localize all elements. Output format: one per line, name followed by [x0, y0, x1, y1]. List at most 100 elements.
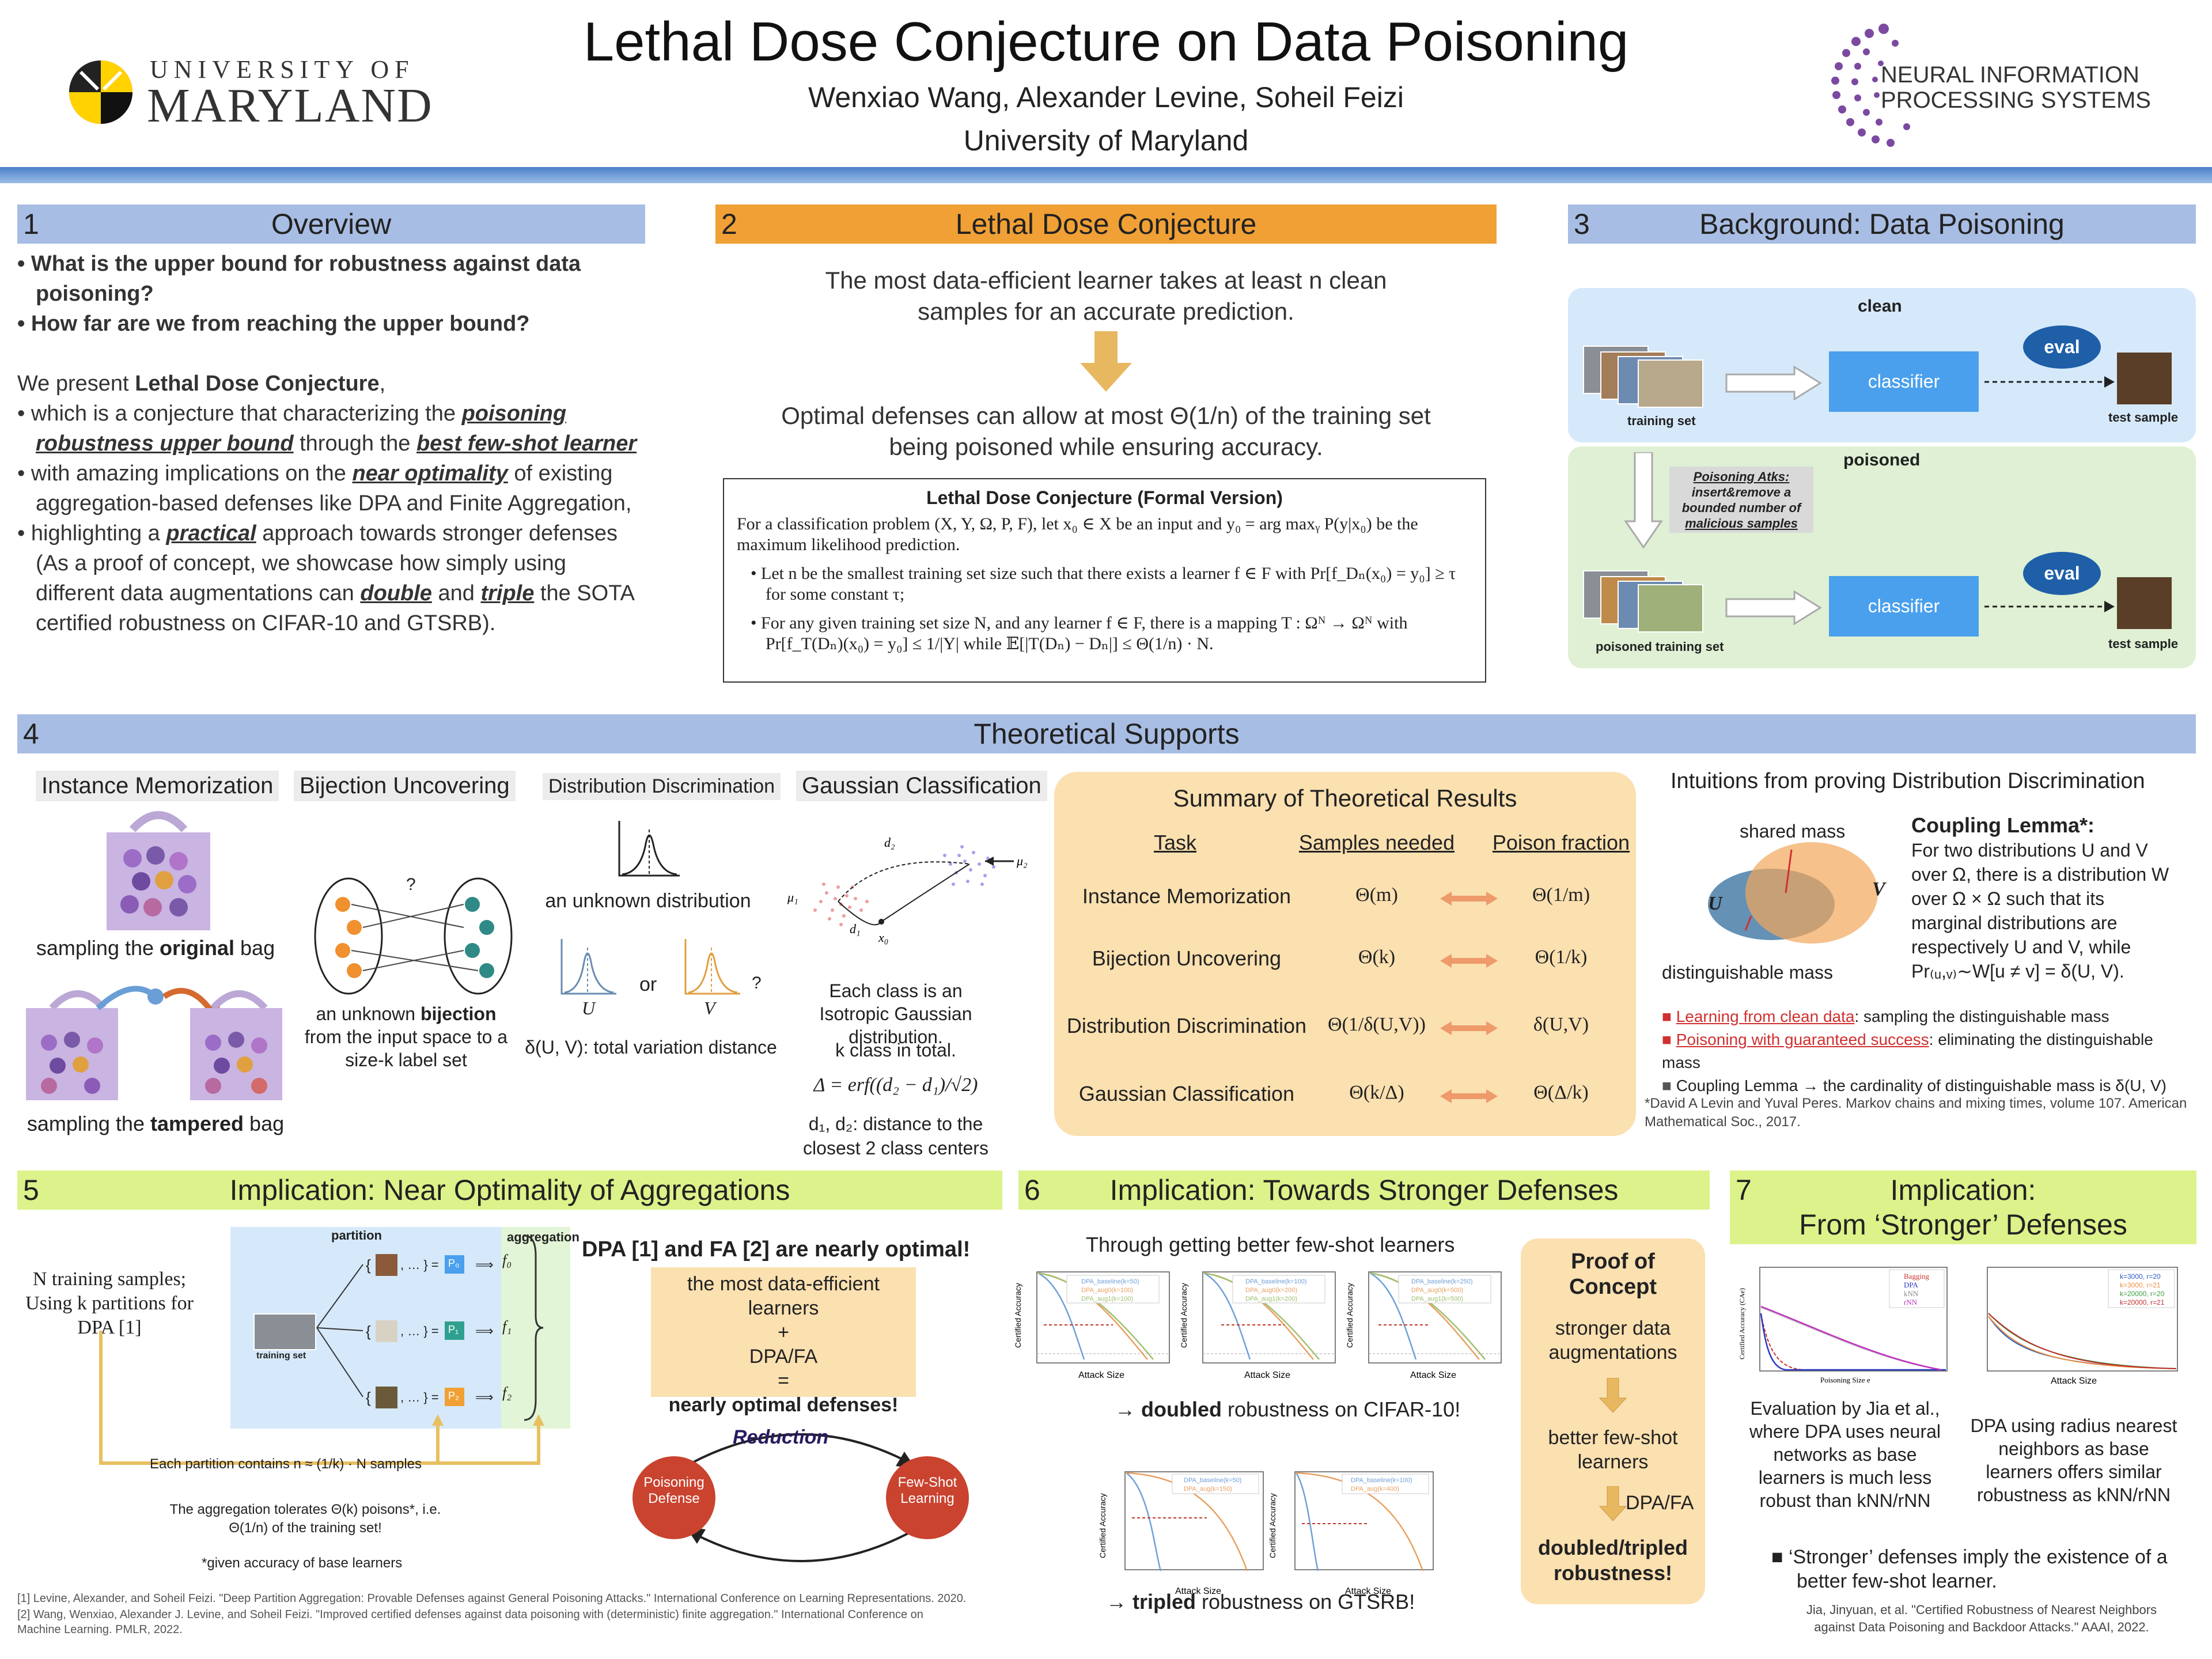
- gtsrb-chart-2: Certified Accuracy Attack Size DPA_basel…: [1268, 1471, 1434, 1596]
- dashed-arrow-icon: [1984, 601, 2115, 612]
- umd-logo-line1: UNIVERSITY OF: [150, 55, 415, 84]
- col-samples: Samples needed: [1298, 831, 1455, 854]
- aggregation-label: aggregation: [507, 1230, 579, 1244]
- section-4-header: 4 Theoretical Supports: [17, 714, 2196, 753]
- cifar-chart-1: Certified Accuracy Attack Size DPA_basel…: [1015, 1271, 1170, 1380]
- neurips-line1: NEURAL INFORMATION: [1881, 62, 2139, 88]
- question-label: ?: [752, 974, 762, 993]
- rnn-chart: k=3000, r=20 k=3000, r=21 k=20000, r=20 …: [1987, 1267, 2178, 1386]
- eval-bubble: eval: [2023, 325, 2101, 369]
- row-poison: Θ(Δ/k): [1533, 1082, 1589, 1103]
- coupling-lemma-title: Coupling Lemma*:: [1911, 813, 2095, 837]
- x-axis-label: Poisoning Size e: [1820, 1376, 1870, 1384]
- legend-entry: k=3000, r=21: [2120, 1281, 2161, 1289]
- cifar-result: → doubled robustness on CIFAR-10!: [1115, 1397, 1461, 1421]
- overview-bullet-2: • with amazing implications on the near …: [17, 461, 632, 516]
- jia-citation: Jia, Jinyuan, et al. "Certified Robustne…: [1806, 1603, 2157, 1634]
- unknown-distribution-label: an unknown distribution: [545, 890, 751, 912]
- test-sample-label: test sample: [2108, 637, 2179, 651]
- coupling-venn-icon: [1708, 842, 1878, 944]
- double-arrow-icon: [1440, 1021, 1498, 1035]
- section-number: 4: [23, 718, 39, 750]
- summary-row: Bijection Uncovering Θ(k) Θ(1/k): [1054, 946, 1636, 981]
- intuition-bullet-1: ■ Learning from clean data: sampling the…: [1662, 1007, 2109, 1025]
- section-title: Implication: Near Optimality of Aggregat…: [229, 1174, 790, 1206]
- gaussian-caption-4: d₁, d₂: distance to the closest 2 class …: [803, 1113, 988, 1158]
- reference-2: [2] Wang, Wenxiao, Alexander J. Levine, …: [17, 1608, 923, 1636]
- svg-text:, … } =: , … } =: [400, 1257, 439, 1272]
- formal-paragraph: For a classification problem (X, Y, Ω, P…: [737, 514, 1418, 554]
- section-5-header: 5 Implication: Near Optimality of Aggreg…: [17, 1171, 1002, 1210]
- ldc-line1: The most data-efficient learner takes at…: [825, 267, 1387, 325]
- gaussian-scatter: μ₂ μ₁ d₂ d₁ x₀: [787, 835, 1028, 945]
- row-samples: Θ(m): [1355, 884, 1398, 906]
- row-samples: Θ(1/δ(U,V)): [1328, 1014, 1426, 1035]
- y-axis-label: Certified Accuracy: [1181, 1283, 1188, 1348]
- row-poison: Θ(1/k): [1535, 946, 1588, 968]
- section-title-line2: From ‘Stronger’ Defenses: [1799, 1209, 2127, 1241]
- cifar-chart-3: Certified Accuracy Attack Size DPA_basel…: [1347, 1271, 1502, 1380]
- partition-label: partition: [331, 1228, 382, 1243]
- legend-entry: k=20000, r=21: [2120, 1298, 2165, 1306]
- neurips-line2: PROCESSING SYSTEMS: [1881, 88, 2151, 113]
- training-images: [1583, 346, 1710, 408]
- reduction-cycle: [632, 1433, 969, 1562]
- distribution-v-icon: [684, 939, 740, 995]
- svg-text:⟹: ⟹: [475, 1257, 494, 1272]
- partition-arrows: {{{ , … } = , … } = , … } = ⟹ ⟹ ⟹: [316, 1254, 494, 1408]
- double-arrow-icon: [1440, 1089, 1498, 1103]
- unknown-distribution-icon: [618, 821, 680, 877]
- right-arrow-icon: [1725, 590, 1822, 625]
- intuition-bullet-3: ■ Coupling Lemma → the cardinality of di…: [1662, 1077, 2166, 1094]
- summary-title: Summary of Theoretical Results: [1173, 785, 1517, 812]
- legend-entry: DPA: [1904, 1281, 1918, 1289]
- partition-p0: P₀: [448, 1257, 460, 1269]
- learner-f2: f₂: [502, 1384, 512, 1401]
- section-title: Implication: Towards Stronger Defenses: [1109, 1174, 1619, 1206]
- section-7-header: 7 Implication: From ‘Stronger’ Defenses: [1730, 1171, 2196, 1244]
- x-axis-label: Attack Size: [1175, 1586, 1221, 1596]
- legend-entry: DPA_baseline(k=250): [1411, 1278, 1473, 1285]
- feedback-lines: [99, 1331, 544, 1465]
- gaussian-caption-3: Δ = erf((d₂ − d₁)/√2): [813, 1074, 978, 1096]
- legend-entry: k=20000, r=20: [2120, 1290, 2165, 1298]
- coupling-citation: *David A Levin and Yuval Peres. Markov c…: [1645, 1096, 2187, 1130]
- down-arrow-icon: [1080, 331, 1132, 392]
- overview-q1: • What is the upper bound for robustness…: [17, 252, 581, 306]
- cifar-chart-2: Certified Accuracy Attack Size DPA_basel…: [1181, 1271, 1336, 1380]
- distinguishable-mass-label: distinguishable mass: [1662, 962, 1834, 983]
- poisoned-training-set-label: poisoned training set: [1596, 639, 1724, 654]
- section-1-header: 1 Overview: [17, 204, 645, 244]
- svg-text:d₂: d₂: [884, 835, 895, 850]
- svg-text:μ₂: μ₂: [1016, 854, 1028, 868]
- x-axis-label: Attack Size: [1078, 1370, 1124, 1380]
- poc-line-1: stronger data augmentations: [1548, 1317, 1677, 1363]
- intuition-bullets: ■ Learning from clean data: sampling the…: [1662, 1005, 2192, 1097]
- overview-bullet-3: • highlighting a practical approach towa…: [17, 521, 634, 635]
- poc-line-2: better few-shot learners: [1548, 1427, 1678, 1473]
- gaussian-caption-1: Each class is an Isotropic Gaussian dist…: [819, 980, 972, 1047]
- bijection-diagram: ?: [314, 875, 513, 995]
- legend-entry: DPA_baseline(k=50): [1184, 1477, 1241, 1484]
- tolerates-text: The aggregation tolerates Θ(k) poisons*,…: [169, 1502, 441, 1536]
- partition-p2: P₂: [448, 1390, 459, 1402]
- down-arrow-icon: [1599, 1378, 1627, 1413]
- learner-f0: f₀: [502, 1252, 512, 1268]
- down-hollow-arrow-icon: [1624, 452, 1663, 549]
- formal-bullet-1: • Let n be the smallest training set siz…: [751, 564, 1456, 604]
- legend-entry: DPA_aug(k=150): [1184, 1486, 1232, 1493]
- section-3-header: 3 Background: Data Poisoning: [1568, 204, 2196, 244]
- fewshot-node: Few-Shot Learning: [897, 1475, 957, 1506]
- svg-text:?: ?: [406, 875, 416, 894]
- svg-text:μ₁: μ₁: [787, 890, 798, 904]
- original-bag-icon: [107, 811, 210, 930]
- poisoned-label: poisoned: [1843, 450, 1921, 469]
- double-arrow-icon: [1440, 954, 1498, 968]
- proof-of-concept-panel: [1521, 1238, 1705, 1604]
- task-label-distribution: Distribution Discrimination: [543, 773, 781, 800]
- venn-u: U: [1708, 893, 1722, 914]
- legend-entry: DPA_baseline(k=100): [1351, 1477, 1412, 1484]
- legend-entry: kNN: [1904, 1289, 1919, 1298]
- y-axis-label: Certified Accuracy: [1347, 1283, 1354, 1348]
- y-axis-label: Certified Accuracy: [1098, 1493, 1107, 1558]
